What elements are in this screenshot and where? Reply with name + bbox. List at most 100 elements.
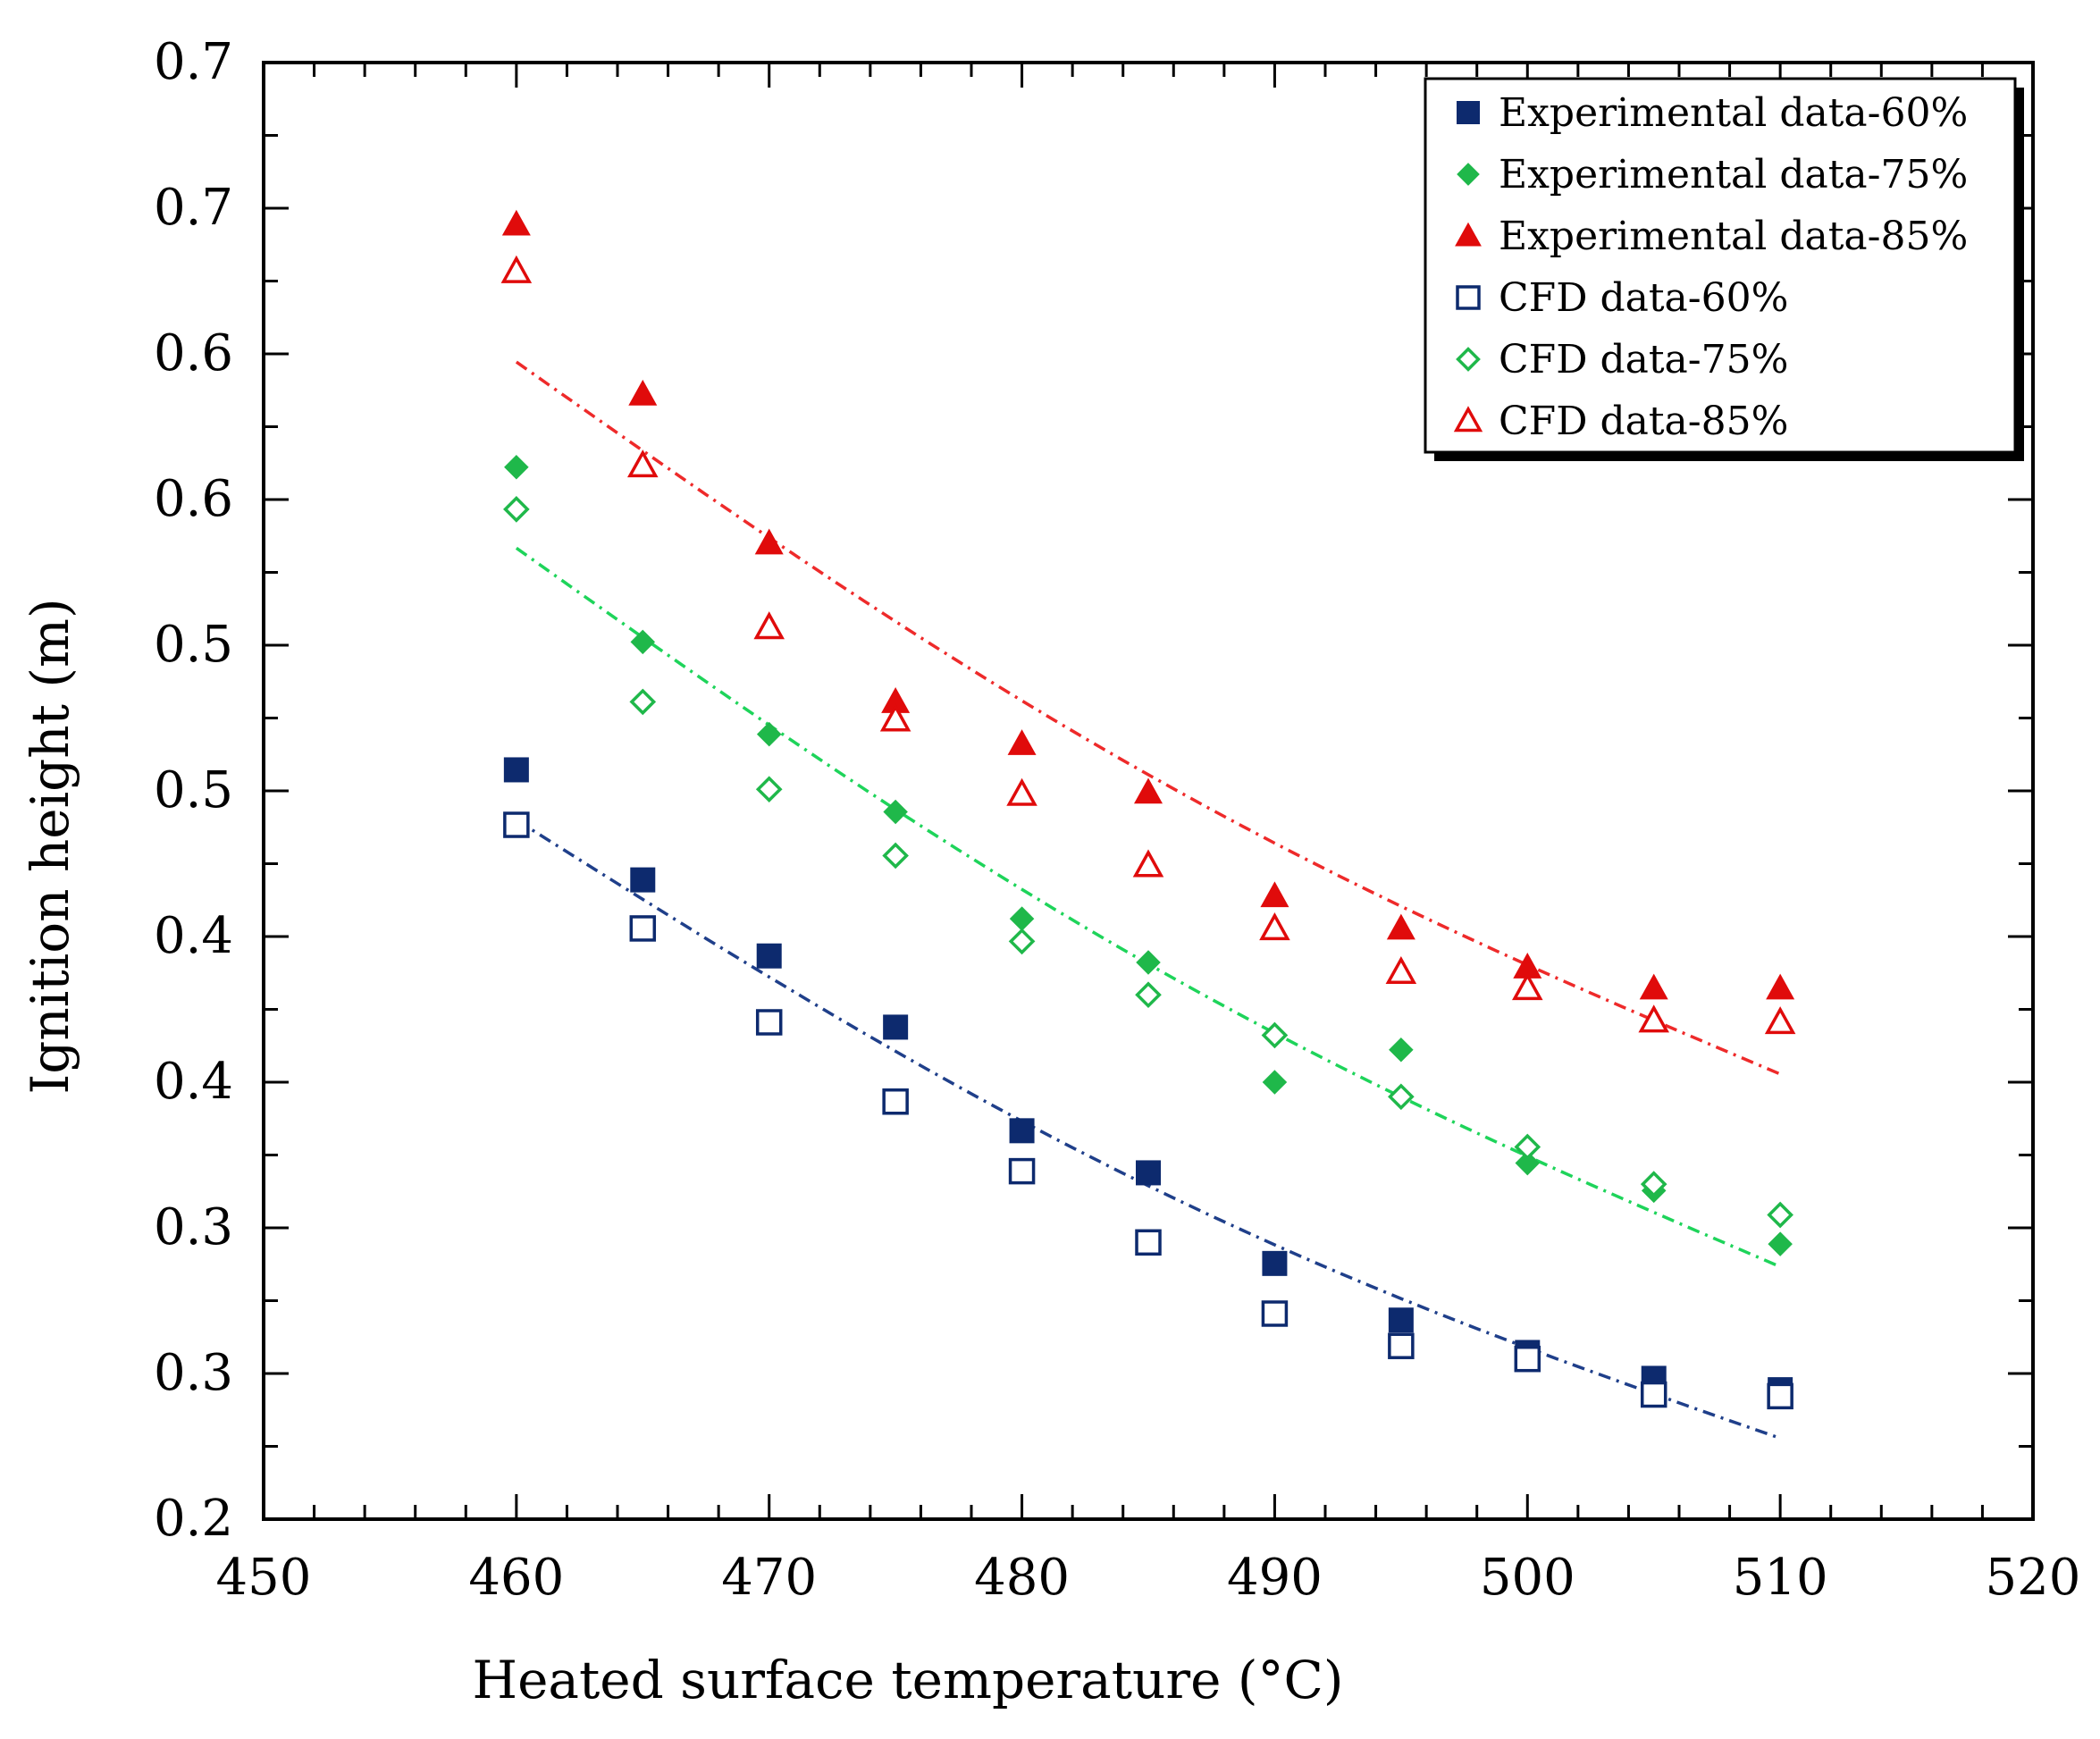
x-tick-label: 460 — [468, 1549, 564, 1607]
x-axis-label: Heated surface temperature (°C) — [473, 1650, 1344, 1710]
experimental-data-85-point — [1639, 973, 1668, 1000]
legend-experimental-data-75-label: Experimental data-75% — [1499, 152, 1968, 197]
cfd-data-85-point — [627, 449, 659, 478]
tick-labels: 450 460 470 480 490 500 510 520 0.2 0.3 0.3 0.4 0.4 0… — [154, 33, 2081, 1607]
experimental-data-85-point — [1134, 777, 1163, 804]
legend: Experimental data-60% Experimental data-7… — [1424, 77, 2024, 461]
experimental-data-60-point — [503, 757, 529, 783]
x-tick-label: 510 — [1733, 1549, 1828, 1607]
experimental-data-85-point — [1766, 973, 1795, 1000]
cfd-data-75-point — [1261, 1021, 1289, 1049]
axis-ticks — [262, 61, 2035, 1521]
experimental-data-60-point — [1262, 1250, 1288, 1276]
experimental-data-85-point — [501, 209, 531, 236]
y-tick-label: 0.3 — [154, 1198, 233, 1256]
cfd-data-85-point — [1132, 849, 1164, 878]
trend-75-line — [515, 546, 1781, 1269]
legend-cfd-data-75-marker — [1456, 347, 1481, 372]
cfd-data-60-point — [503, 811, 530, 838]
cfd-data-85-point — [879, 703, 911, 732]
experimental-data-60-point — [1136, 1160, 1161, 1186]
experimental-data-60-point — [1009, 1118, 1035, 1144]
legend-experimental-data-85-label: Experimental data-85% — [1499, 214, 1968, 259]
x-tick-label: 480 — [974, 1549, 1070, 1607]
y-axis-label: Ignition height (m) — [20, 598, 80, 1094]
legend-cfd-data-60-label: CFD data-60% — [1499, 275, 1788, 321]
cfd-data-75-point — [629, 688, 657, 716]
experimental-data-75-point — [1389, 1038, 1414, 1063]
experimental-data-75-point — [1136, 950, 1161, 975]
y-tick-label: 0.5 — [154, 761, 233, 819]
cfd-data-60-point — [755, 1009, 783, 1036]
y-tick-label: 0.4 — [154, 907, 233, 965]
experimental-data-85-point — [1007, 729, 1037, 755]
experimental-data-75-point — [630, 629, 656, 655]
experimental-data-75-point — [883, 799, 908, 825]
cfd-data-85-point — [1006, 777, 1037, 806]
cfd-data-85-point — [753, 611, 785, 640]
y-tick-label: 0.6 — [154, 324, 233, 382]
y-tick-label: 0.4 — [154, 1053, 233, 1111]
experimental-data-75-point — [1262, 1070, 1288, 1095]
cfd-data-85-point — [1638, 1004, 1669, 1033]
y-tick-label: 0.5 — [154, 616, 233, 674]
cfd-data-60-point — [1514, 1345, 1541, 1373]
experimental-data-75-point — [756, 721, 782, 747]
trend-85-line — [515, 360, 1781, 1076]
cfd-data-85-point — [1259, 912, 1290, 941]
y-tick-label: 0.7 — [154, 179, 233, 237]
cfd-data-60-point — [1767, 1382, 1793, 1410]
cfd-data-75-point — [1388, 1083, 1415, 1111]
cfd-data-85-point — [1764, 1006, 1796, 1035]
experimental-data-85-point — [1260, 881, 1289, 908]
cfd-data-75-point — [503, 496, 530, 523]
cfd-data-75-point — [1008, 928, 1036, 955]
cfd-data-60-point — [629, 915, 657, 942]
x-tick-label: 490 — [1227, 1549, 1323, 1607]
experimental-data-75-point — [1768, 1231, 1793, 1256]
legend-box — [1424, 77, 2017, 454]
experimental-data-60-point — [630, 867, 656, 893]
legend-cfd-data-60-marker — [1456, 285, 1481, 310]
cfd-data-75-point — [755, 776, 783, 803]
experimental-data-85-point — [1386, 913, 1415, 940]
cfd-data-60-point — [1135, 1229, 1162, 1256]
y-tick-label: 0.3 — [154, 1344, 233, 1402]
cfd-data-60-point — [1640, 1381, 1667, 1408]
experimental-data-60-point — [1388, 1307, 1414, 1333]
cfd-data-85-point — [1512, 972, 1543, 1001]
experimental-data-75-point — [1515, 1150, 1541, 1176]
x-tick-label: 500 — [1480, 1549, 1575, 1607]
cfd-data-60-point — [882, 1088, 909, 1115]
cfd-data-75-point — [1514, 1133, 1541, 1161]
x-tick-label: 450 — [216, 1549, 312, 1607]
y-tick-label: 0.6 — [154, 470, 233, 528]
legend-cfd-data-85-label: CFD data-85% — [1499, 399, 1788, 444]
experimental-data-85-point — [628, 379, 658, 406]
cfd-data-60-point — [1388, 1332, 1415, 1359]
data-points — [500, 209, 1796, 1410]
experimental-data-75-point — [1009, 906, 1035, 931]
x-tick-label: 470 — [721, 1549, 817, 1607]
experimental-data-60-point — [756, 943, 782, 969]
cfd-data-75-point — [882, 842, 909, 870]
trendlines — [515, 360, 1781, 1441]
cfd-data-75-point — [1135, 981, 1162, 1009]
cfd-data-75-point — [1767, 1201, 1793, 1229]
cfd-data-60-point — [1008, 1157, 1036, 1185]
experimental-data-60-point — [883, 1014, 909, 1040]
experimental-data-75-point — [504, 455, 529, 480]
legend-experimental-data-85-marker — [1455, 222, 1482, 247]
legend-cfd-data-85-marker — [1453, 406, 1483, 433]
trend-60-line — [515, 819, 1781, 1441]
legend-cfd-data-75-label: CFD data-75% — [1499, 337, 1788, 382]
legend-experimental-data-60-label: Experimental data-60% — [1499, 90, 1968, 136]
cfd-data-85-point — [1385, 955, 1417, 985]
legend-experimental-data-75-marker — [1457, 163, 1480, 186]
y-tick-label: 0.2 — [154, 1490, 233, 1548]
experimental-data-85-point — [754, 528, 784, 555]
cfd-data-60-point — [1261, 1300, 1289, 1327]
legend-experimental-data-60-marker — [1457, 101, 1480, 124]
y-tick-label: 0.7 — [154, 33, 233, 91]
